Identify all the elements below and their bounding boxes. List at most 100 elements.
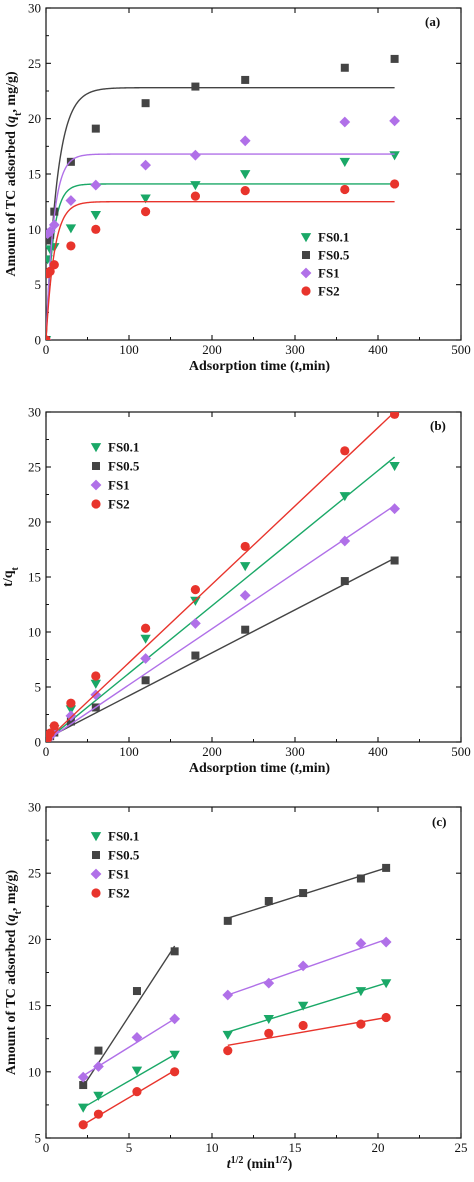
data-point-fs0-5 [66, 717, 75, 726]
data-point-fs2 [46, 266, 55, 276]
data-point-fs1 [297, 960, 309, 972]
data-point-fs0-5 [356, 874, 365, 883]
data-point-fs1 [190, 149, 201, 161]
panel-label: (b) [430, 418, 446, 433]
x-tick-label: 200 [202, 744, 222, 759]
data-point-fs0-5 [46, 236, 52, 245]
data-point-fs0-5 [390, 54, 399, 63]
y-tick-label: 30 [28, 800, 41, 815]
legend-marker-fs0-1 [300, 233, 312, 243]
data-point-fs2 [381, 1012, 391, 1023]
data-point-fs2 [91, 224, 101, 234]
data-point-fs2 [46, 335, 51, 340]
fit-line-fs2 [46, 412, 396, 742]
data-point-fs1 [239, 135, 251, 147]
data-point-fs0-5 [170, 947, 179, 956]
legend: FS0.1 FS0.5 FS1 FS2 [90, 829, 140, 901]
y-tick-label: 30 [28, 1, 41, 16]
data-point-fs1 [93, 1061, 104, 1072]
legend-label-fs1: FS1 [108, 867, 130, 882]
x-tick-label: 0 [43, 1140, 50, 1155]
fit-line-fs1 [46, 504, 395, 742]
fit-line-fs0-1 [46, 456, 396, 742]
data-point-fs0-1 [339, 492, 350, 502]
data-point-fs0-5 [141, 676, 150, 685]
legend: FS0.1 FS0.5 FS1 FS2 [90, 440, 140, 512]
x-axis-label: Adsorption time (t,min) [189, 761, 331, 776]
legend-label-fs0-5: FS0.5 [318, 248, 350, 263]
data-point-fs0-5 [141, 99, 150, 108]
x-tick-label: 400 [368, 744, 388, 759]
series-fs0-5 [79, 863, 391, 1090]
legend-marker-fs0-1 [90, 443, 102, 453]
legend-marker-fs0-5 [302, 251, 310, 259]
data-point-fs0-1 [190, 596, 201, 606]
data-point-fs0-1 [169, 1050, 180, 1060]
legend-marker-fs0-5 [92, 462, 100, 470]
y-tick-label: 20 [28, 515, 41, 530]
x-tick-label: 0 [43, 744, 50, 759]
panel-b-chart: 0 100 200 300 400 500 0 5 10 15 20 25 30 Adsorption t… [1, 405, 471, 777]
data-point-fs0-1 [339, 157, 350, 168]
y-tick-label: 20 [28, 932, 41, 947]
data-point-fs0-5 [299, 889, 308, 898]
legend-label-fs0-5: FS0.5 [108, 459, 140, 474]
data-point-fs1 [169, 1013, 181, 1025]
data-point-fs2 [66, 698, 76, 708]
data-point-fs0-1 [355, 987, 367, 997]
data-point-fs2 [340, 184, 350, 195]
legend-label-fs0-1: FS0.1 [108, 440, 139, 455]
data-point-fs1 [65, 195, 77, 206]
x-tick-label: 500 [451, 744, 471, 759]
y-tick-label: 25 [28, 460, 41, 475]
x-axis-label: Adsorption time (t,min) [189, 359, 331, 374]
data-point-fs1 [65, 710, 77, 722]
data-point-fs2 [141, 623, 151, 633]
data-point-fs0-1 [90, 211, 101, 221]
legend-marker-fs2 [301, 286, 311, 296]
data-point-fs1 [339, 535, 351, 547]
y-tick-label: 25 [28, 866, 41, 881]
data-point-fs0-1 [90, 679, 101, 689]
data-point-fs2 [49, 721, 59, 731]
legend-marker-fs0-1 [90, 832, 102, 842]
legend-label-fs0-1: FS0.1 [318, 230, 349, 245]
data-point-fs0-1 [140, 634, 151, 644]
data-point-fs2 [264, 1028, 274, 1039]
data-point-fs1 [355, 937, 367, 949]
data-point-fs2 [46, 728, 55, 738]
data-point-fs2 [356, 1019, 366, 1029]
series-fs2 [46, 412, 400, 742]
y-tick-label: 5 [35, 680, 42, 695]
x-tick-label: 400 [368, 342, 388, 357]
data-point-fs0-1 [131, 1066, 143, 1076]
legend: FS0.1 FS0.5 FS1 FS2 [300, 230, 350, 299]
x-tick-label: 15 [289, 1140, 302, 1155]
x-tick-label: 300 [285, 744, 305, 759]
y-tick-label: 10 [28, 1064, 41, 1079]
legend-label-fs2: FS2 [318, 284, 340, 299]
y-tick-label: 5 [35, 277, 42, 292]
data-point-fs1 [77, 1071, 89, 1083]
data-point-fs1 [222, 989, 234, 1001]
legend-label-fs1: FS1 [318, 266, 340, 281]
y-tick-label: 30 [28, 405, 41, 420]
x-tick-label: 100 [119, 744, 139, 759]
series-fs0-5 [46, 556, 399, 742]
data-point-fs1 [131, 1031, 143, 1043]
y-tick-label: 10 [28, 625, 41, 640]
data-point-fs0-1 [77, 1103, 89, 1113]
data-point-fs0-1 [240, 170, 251, 180]
x-tick-label: 100 [119, 342, 139, 357]
data-point-fs0-1 [93, 1091, 104, 1101]
x-tick-label: 20 [372, 1140, 385, 1155]
data-point-fs0-5 [340, 577, 349, 586]
legend-label-fs2: FS2 [108, 497, 130, 512]
legend-marker-fs1 [90, 479, 102, 491]
data-point-fs1 [48, 219, 60, 231]
data-point-fs0-1 [389, 462, 400, 472]
data-point-fs0-1 [240, 562, 251, 572]
y-tick-label: 25 [28, 56, 41, 71]
panel-label: (a) [425, 14, 440, 29]
